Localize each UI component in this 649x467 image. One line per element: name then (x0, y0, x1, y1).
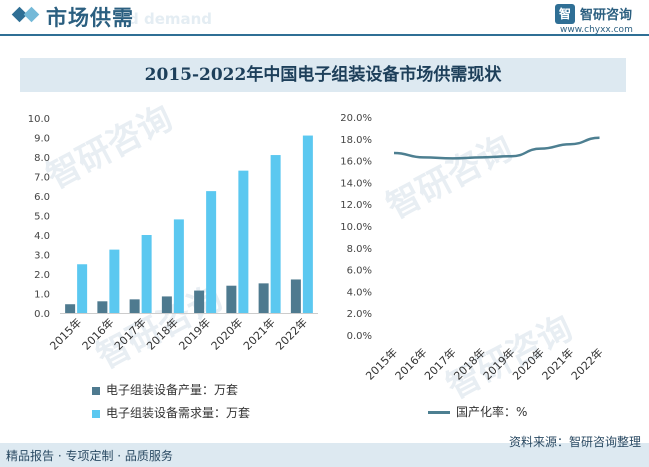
x-tick-label: 2017年 (111, 315, 148, 352)
header-bar: d demand 市场供需 智 智研咨询 www.chyxx.com (0, 0, 649, 40)
y-tick-label: 8.0% (347, 244, 372, 255)
header-ghost-text: d demand (128, 10, 213, 28)
header-divider (0, 34, 649, 36)
y-tick-label: 4.0 (34, 231, 50, 242)
x-tick-label: 2018年 (144, 315, 181, 352)
y-tick-label: 18.0% (340, 135, 372, 146)
demand-bar (302, 135, 313, 313)
y-tick-label: 16.0% (340, 157, 372, 168)
brand-logo-icon: 智 (555, 4, 575, 24)
y-tick-label: 7.0 (34, 173, 50, 184)
production-bar (290, 279, 301, 313)
chart-title: 2015-2022年中国电子组装设备市场供需现状 (144, 65, 502, 85)
x-tick-label: 2016年 (79, 315, 116, 352)
demand-bar (270, 155, 281, 313)
y-tick-label: 1.0 (34, 290, 50, 301)
demand-bar (238, 170, 249, 313)
y-tick-label: 12.0% (340, 200, 372, 211)
legend-rate-label: 国产化率：% (456, 405, 528, 419)
x-tick-label: 2022年 (273, 315, 310, 352)
x-tick-label: 2021年 (539, 345, 576, 382)
chart-title-box: 2015-2022年中国电子组装设备市场供需现状 (20, 58, 626, 92)
production-bar (161, 296, 172, 313)
y-tick-label: 6.0% (347, 266, 372, 277)
brand-name: 智研咨询 (580, 8, 633, 23)
y-tick-label: 4.0% (347, 287, 372, 298)
y-tick-label: 2.0% (347, 309, 372, 320)
x-tick-label: 2015年 (363, 345, 400, 382)
legend-rate-line (428, 411, 450, 414)
bar-chart: 0.01.02.03.04.05.06.07.08.09.010.02015年2… (28, 114, 318, 353)
x-tick-label: 2020年 (208, 315, 245, 352)
legend-demand-label: 电子组装设备需求量：万套 (106, 406, 251, 420)
legend-demand-swatch (92, 409, 100, 418)
y-tick-label: 6.0 (34, 192, 50, 203)
data-source: 资料来源：智研咨询整理 (508, 435, 641, 449)
header-diamond-icon (23, 6, 40, 23)
legend-production-swatch (92, 386, 100, 395)
x-tick-label: 2019年 (480, 345, 517, 382)
demand-bar (206, 191, 217, 313)
x-tick-label: 2019年 (176, 315, 213, 352)
demand-bar (77, 264, 88, 313)
section-title: 市场供需 (46, 6, 134, 30)
y-tick-label: 9.0 (34, 134, 50, 145)
x-tick-label: 2015年 (47, 315, 84, 352)
y-tick-label: 10.0% (340, 222, 372, 233)
y-tick-label: 5.0 (34, 212, 50, 223)
y-tick-label: 8.0 (34, 153, 50, 164)
x-tick-label: 2020年 (509, 345, 546, 382)
legend-production: 电子组装设备产量：万套 (92, 381, 238, 398)
x-tick-label: 2017年 (421, 345, 458, 382)
y-tick-label: 10.0 (28, 114, 50, 125)
y-tick-label: 3.0 (34, 251, 50, 262)
x-tick-label: 2022年 (568, 345, 605, 382)
y-tick-label: 2.0 (34, 270, 50, 281)
x-tick-label: 2021年 (240, 315, 277, 352)
brand-url: www.chyxx.com (560, 25, 633, 35)
legend-production-label: 电子组装设备产量：万套 (106, 383, 239, 397)
footer-slogan: 精品报告 · 专项定制 · 品质服务 (6, 449, 173, 463)
demand-bar (173, 219, 184, 313)
footer-bar: 精品报告 · 专项定制 · 品质服务 资料来源：智研咨询整理 (0, 435, 649, 467)
production-bar (97, 301, 108, 313)
y-tick-label: 0.0 (34, 309, 50, 320)
legend-rate: 国产化率：% (428, 403, 527, 420)
localization-rate-line (393, 136, 600, 160)
production-bar (226, 285, 237, 313)
x-tick-label: 2016年 (392, 345, 429, 382)
production-bar (258, 283, 269, 313)
legend-demand: 电子组装设备需求量：万套 (92, 404, 250, 421)
production-bar (129, 299, 140, 313)
y-tick-label: 14.0% (340, 178, 372, 189)
production-bar (194, 290, 205, 313)
y-tick-label: 0.0% (347, 331, 372, 342)
y-tick-label: 20.0% (340, 113, 372, 124)
demand-bar (141, 235, 152, 313)
demand-bar (109, 249, 120, 313)
production-bar (65, 304, 76, 313)
x-tick-label: 2018年 (451, 345, 488, 382)
line-chart: 0.0% 2.0% 4.0% 6.0% 8.0% 10.0% 12.0% 14.0% 16.0%… (340, 113, 605, 383)
